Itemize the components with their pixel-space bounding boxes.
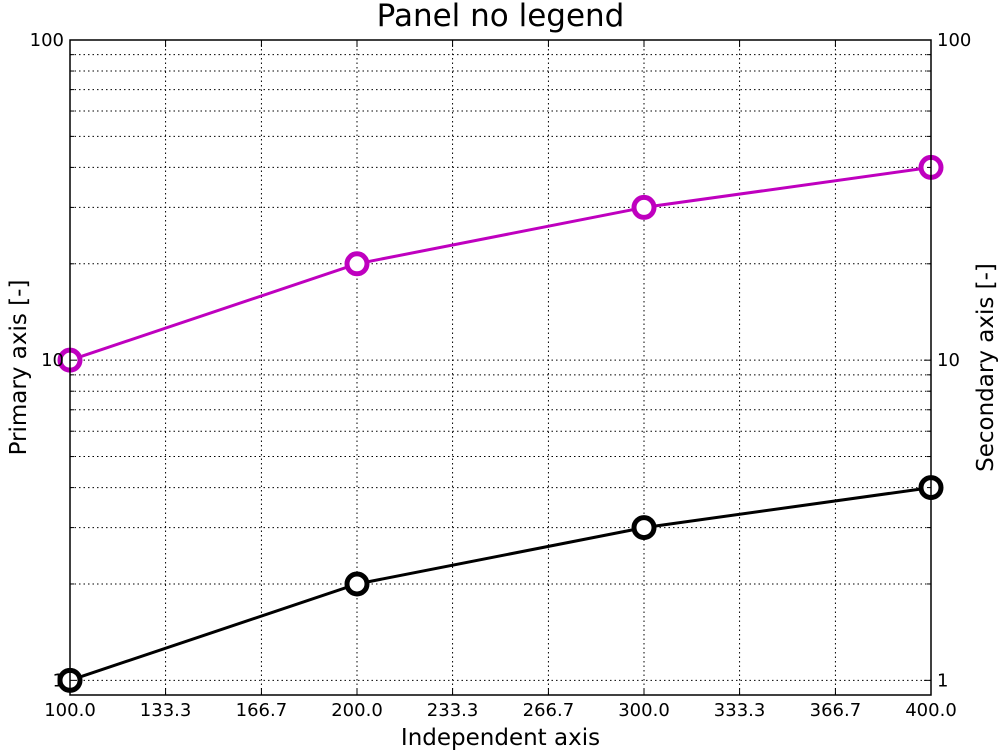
y-tick-label: 10 bbox=[41, 350, 64, 371]
x-tick-label: 233.3 bbox=[427, 700, 479, 721]
x-tick-label: 300.0 bbox=[618, 700, 670, 721]
x-tick-label: 200.0 bbox=[331, 700, 383, 721]
x-tick-label: 166.7 bbox=[236, 700, 288, 721]
series-layer bbox=[57, 154, 944, 693]
y2-tick-label: 100 bbox=[937, 30, 971, 51]
x-tick-label: 133.3 bbox=[140, 700, 192, 721]
series-1-line bbox=[69, 165, 932, 362]
y-tick-label: 100 bbox=[30, 30, 64, 51]
series-1-point bbox=[344, 251, 370, 277]
series-0-line bbox=[69, 486, 932, 682]
y-tick-label: 1 bbox=[53, 670, 64, 691]
x-tick-label: 400.0 bbox=[905, 700, 957, 721]
series-0-point bbox=[344, 571, 370, 597]
grid-lines bbox=[70, 40, 931, 695]
x-tick-label: 366.7 bbox=[810, 700, 862, 721]
chart-title: Panel no legend bbox=[377, 0, 625, 34]
x-axis-label: Independent axis bbox=[401, 725, 600, 750]
y-axis-label: Primary axis [-] bbox=[6, 280, 32, 456]
plot-frame bbox=[69, 39, 932, 696]
x-tick-label: 266.7 bbox=[523, 700, 575, 721]
y2-tick-label: 10 bbox=[937, 350, 960, 371]
x-tick-label: 100.0 bbox=[44, 700, 96, 721]
tick-marks bbox=[69, 39, 932, 696]
series-1-point bbox=[631, 194, 657, 220]
y2-axis-label: Secondary axis [-] bbox=[973, 263, 999, 472]
y2-tick-label: 1 bbox=[937, 670, 948, 691]
x-tick-label: 333.3 bbox=[714, 700, 766, 721]
series-0-point bbox=[631, 515, 657, 541]
